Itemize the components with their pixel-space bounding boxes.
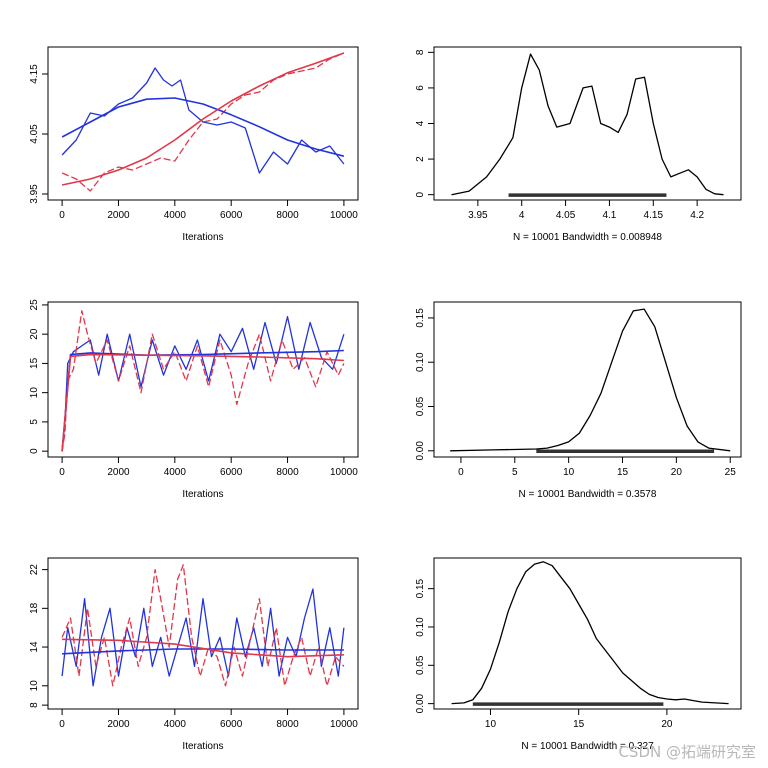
series-line-2: [61, 310, 345, 452]
x-tick-label: 0: [59, 467, 65, 478]
panel-trace-3: 0 2000 4000 6000 8000 10000 8 10 14 18 22 Iteration…: [29, 557, 359, 752]
y-tick-label: 4.15: [29, 64, 40, 84]
x-axis-label: Iterations: [182, 741, 223, 752]
x-tick-label: 8000: [276, 467, 299, 478]
x-tick-label: 4.2: [690, 210, 704, 221]
series-line-1: [61, 315, 345, 452]
panel-trace-2: 0 2000 4000 6000 8000 10000 0 5 10 15 20 25 Iteratio…: [29, 299, 359, 500]
y-tick-label: 0.00: [415, 441, 426, 461]
x-tick-label: 4.15: [644, 210, 664, 221]
x-tick-label: 2000: [107, 719, 130, 730]
series-line-3: [61, 97, 345, 157]
y-tick-label: 25: [29, 299, 40, 311]
y-tick-label: 0.10: [415, 352, 426, 372]
y-tick-label: 0.05: [415, 396, 426, 416]
x-tick-label: 10: [563, 467, 575, 478]
y-tick-label: 0: [29, 448, 40, 454]
x-tick-label: 10: [485, 719, 497, 730]
x-axis-label: Iterations: [182, 232, 223, 243]
x-tick-label: 8000: [276, 719, 299, 730]
x-tick-label: 4000: [164, 719, 187, 730]
density-info-label: N = 10001 Bandwidth = 0.327: [521, 741, 654, 752]
plot-frame: [433, 301, 742, 458]
y-tick-label: 2: [415, 156, 426, 162]
x-tick-label: 4.05: [556, 210, 576, 221]
x-tick-label: 6000: [220, 467, 243, 478]
panel-trace-1: 0 2000 4000 6000 8000 10000 3.95 4.05 4.15 Iterat…: [29, 46, 359, 243]
x-tick-label: 4000: [164, 467, 187, 478]
y-tick-label: 10: [29, 387, 40, 399]
series-line-2: [61, 52, 345, 192]
y-tick-label: 3.95: [29, 184, 40, 204]
x-tick-label: 2000: [107, 210, 130, 221]
y-tick-label: 6: [415, 85, 426, 91]
y-tick-label: 14: [29, 641, 40, 653]
x-tick-label: 4.1: [602, 210, 616, 221]
plot-frame: [47, 557, 359, 710]
x-axis-label: Iterations: [182, 489, 223, 500]
panel-density-2: 0 5 10 15 20 25 0.00 0.05 0.10 0.15 N = 10001 Band…: [415, 301, 742, 500]
plot-frame: [47, 301, 359, 458]
y-tick-label: 0.00: [415, 693, 426, 713]
y-tick-label: 18: [29, 602, 40, 614]
y-tick-label: 8: [29, 702, 40, 708]
panel-density-1: 3.95 4 4.05 4.1 4.15 4.2 0 2 4 6 8 N = 10001 Bandwi…: [415, 46, 742, 243]
x-tick-label: 4000: [164, 210, 187, 221]
y-tick-label: 0.15: [415, 308, 426, 328]
y-tick-label: 0.10: [415, 617, 426, 637]
y-tick-label: 4: [415, 120, 426, 126]
x-tick-label: 4: [519, 210, 525, 221]
x-tick-label: 10000: [330, 719, 358, 730]
series-line-4: [62, 638, 344, 658]
y-tick-label: 0.15: [415, 578, 426, 598]
density-info-label: N = 10001 Bandwidth = 0.008948: [513, 232, 662, 243]
plot-frame: [433, 46, 742, 201]
y-tick-label: 0: [415, 191, 426, 197]
x-tick-label: 3.95: [468, 210, 488, 221]
x-tick-label: 15: [617, 467, 629, 478]
y-tick-label: 15: [29, 357, 40, 369]
x-tick-label: 10000: [330, 210, 358, 221]
x-tick-label: 0: [458, 467, 464, 478]
series-line-4: [61, 52, 345, 186]
plot-frame: [433, 557, 742, 710]
series-line-1: [450, 308, 731, 452]
x-tick-label: 10000: [330, 467, 358, 478]
y-tick-label: 22: [29, 564, 40, 576]
watermark: CSDN @拓端研究室: [618, 743, 756, 761]
y-tick-label: 0.05: [415, 655, 426, 675]
series-line-1: [451, 561, 729, 705]
y-tick-label: 10: [29, 680, 40, 692]
x-tick-label: 0: [59, 210, 65, 221]
x-tick-label: 6000: [220, 210, 243, 221]
y-tick-label: 8: [415, 49, 426, 55]
y-tick-label: 5: [29, 419, 40, 425]
x-tick-label: 5: [512, 467, 518, 478]
x-tick-label: 0: [59, 719, 65, 730]
density-info-label: N = 10001 Bandwidth = 0.3578: [519, 489, 657, 500]
series-line-4: [61, 353, 344, 452]
panel-density-3: 10 15 20 0.00 0.05 0.10 0.15 N = 10001 Bandwidt…: [415, 557, 742, 752]
x-tick-label: 6000: [220, 719, 243, 730]
x-tick-label: 8000: [276, 210, 299, 221]
y-tick-label: 4.05: [29, 124, 40, 144]
x-tick-label: 2000: [107, 467, 130, 478]
x-tick-label: 20: [661, 719, 673, 730]
series-line-1: [451, 53, 724, 196]
x-tick-label: 20: [671, 467, 683, 478]
plot-frame: [47, 46, 359, 201]
series-line-3: [62, 648, 344, 655]
x-tick-label: 25: [725, 467, 737, 478]
y-tick-label: 20: [29, 328, 40, 340]
series-line-1: [61, 588, 345, 687]
series-line-1: [61, 67, 345, 174]
x-tick-label: 15: [573, 719, 585, 730]
